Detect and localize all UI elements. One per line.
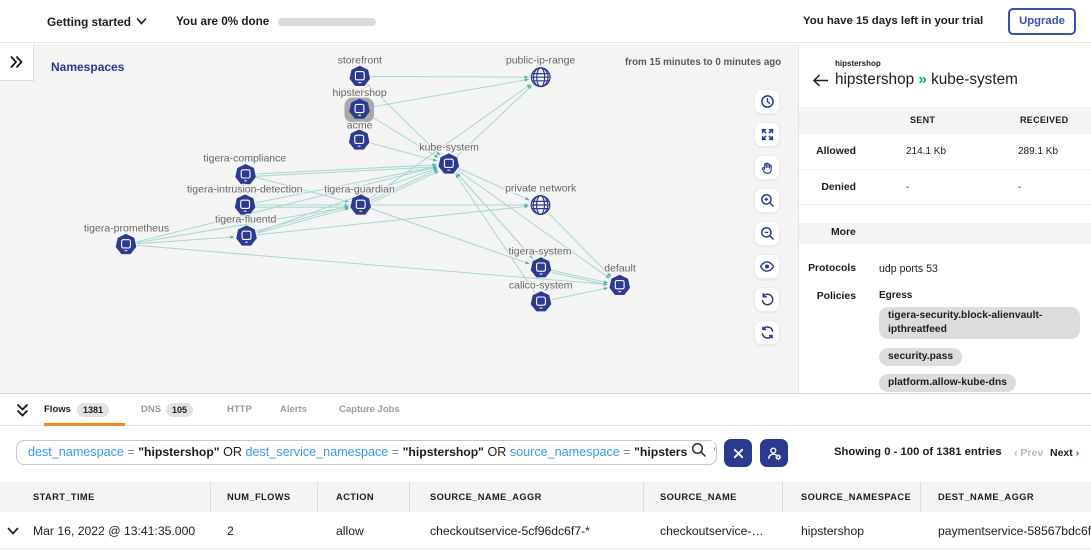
svg-text:tigera-compliance: tigera-compliance <box>203 153 286 165</box>
svg-text:tigera-system: tigera-system <box>508 246 571 258</box>
svg-text:storefront: storefront <box>338 55 382 67</box>
svg-text:tigera-prometheus: tigera-prometheus <box>84 223 169 235</box>
svg-text:tigera-guardian: tigera-guardian <box>324 184 395 196</box>
svg-text:tigera-intrusion-detection: tigera-intrusion-detection <box>187 184 303 196</box>
svg-text:tigera-fluentd: tigera-fluentd <box>215 214 276 226</box>
svg-text:public-ip-range: public-ip-range <box>506 55 576 67</box>
svg-text:hipstershop: hipstershop <box>332 87 386 99</box>
svg-text:acme: acme <box>347 120 373 132</box>
svg-text:default: default <box>604 263 636 275</box>
svg-text:private network: private network <box>505 183 577 195</box>
svg-text:kube-system: kube-system <box>419 142 479 154</box>
svg-text:calico-system: calico-system <box>509 280 573 292</box>
